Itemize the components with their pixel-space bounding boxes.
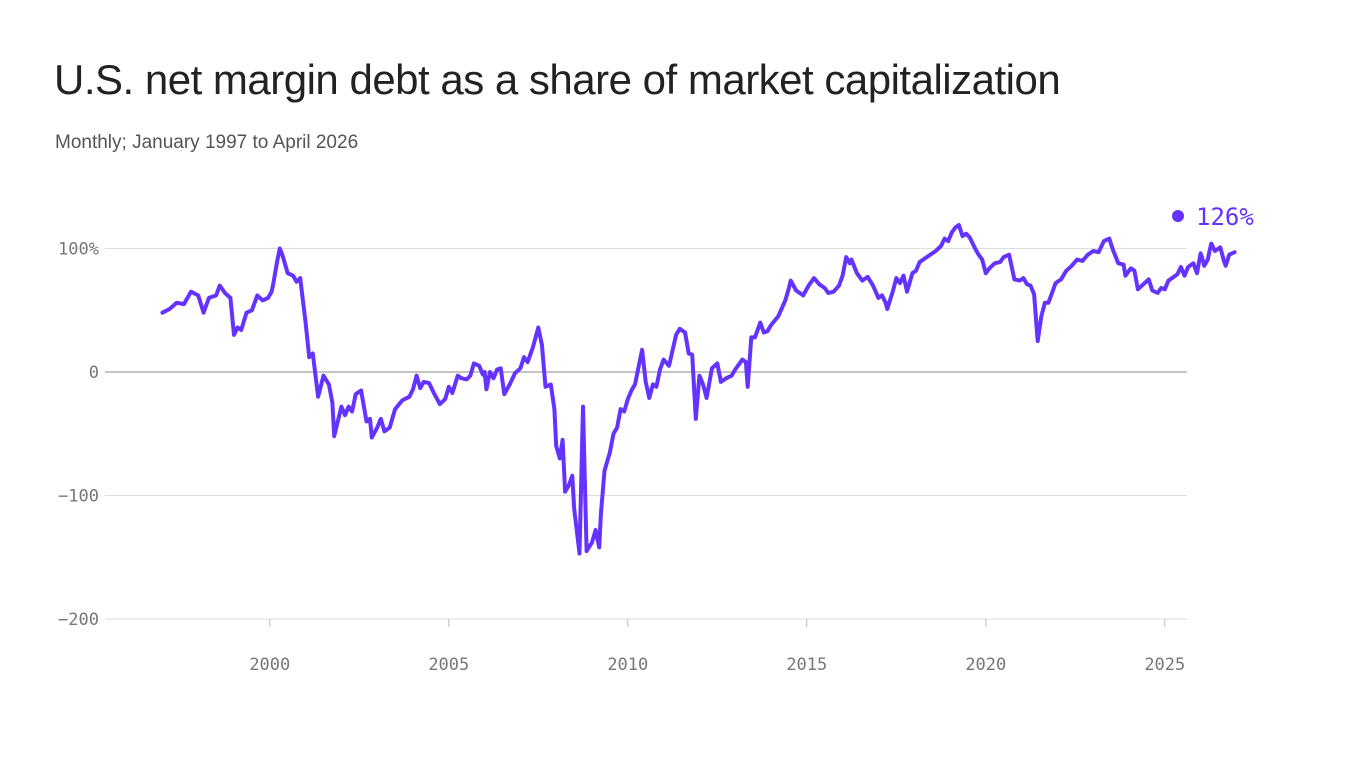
y-tick-label: −200 <box>58 610 99 630</box>
chart-title: U.S. net margin debt as a share of marke… <box>54 56 1061 103</box>
x-tick-label: 2005 <box>428 655 469 675</box>
x-tick-label: 2000 <box>249 655 290 675</box>
series-layer: 126% <box>160 203 1254 556</box>
end-value-label: 126% <box>1196 203 1254 231</box>
grid-layer <box>105 248 1187 620</box>
x-tick-label: 2025 <box>1144 655 1185 675</box>
x-tick-label: 2015 <box>786 655 827 675</box>
series-line <box>160 223 1237 556</box>
x-tick-label: 2010 <box>607 655 648 675</box>
y-tick-label: 0 <box>89 363 99 383</box>
y-tick-label: −100 <box>58 487 99 507</box>
chart-subtitle: Monthly; January 1997 to April 2026 <box>55 132 359 153</box>
end-point-marker <box>1172 210 1184 222</box>
x-tick-label: 2020 <box>965 655 1006 675</box>
axis-layer: 100% 0 −100 −200 2000 2005 2010 2015 2020 2025 <box>58 240 1185 676</box>
y-tick-label: 100% <box>58 240 99 260</box>
